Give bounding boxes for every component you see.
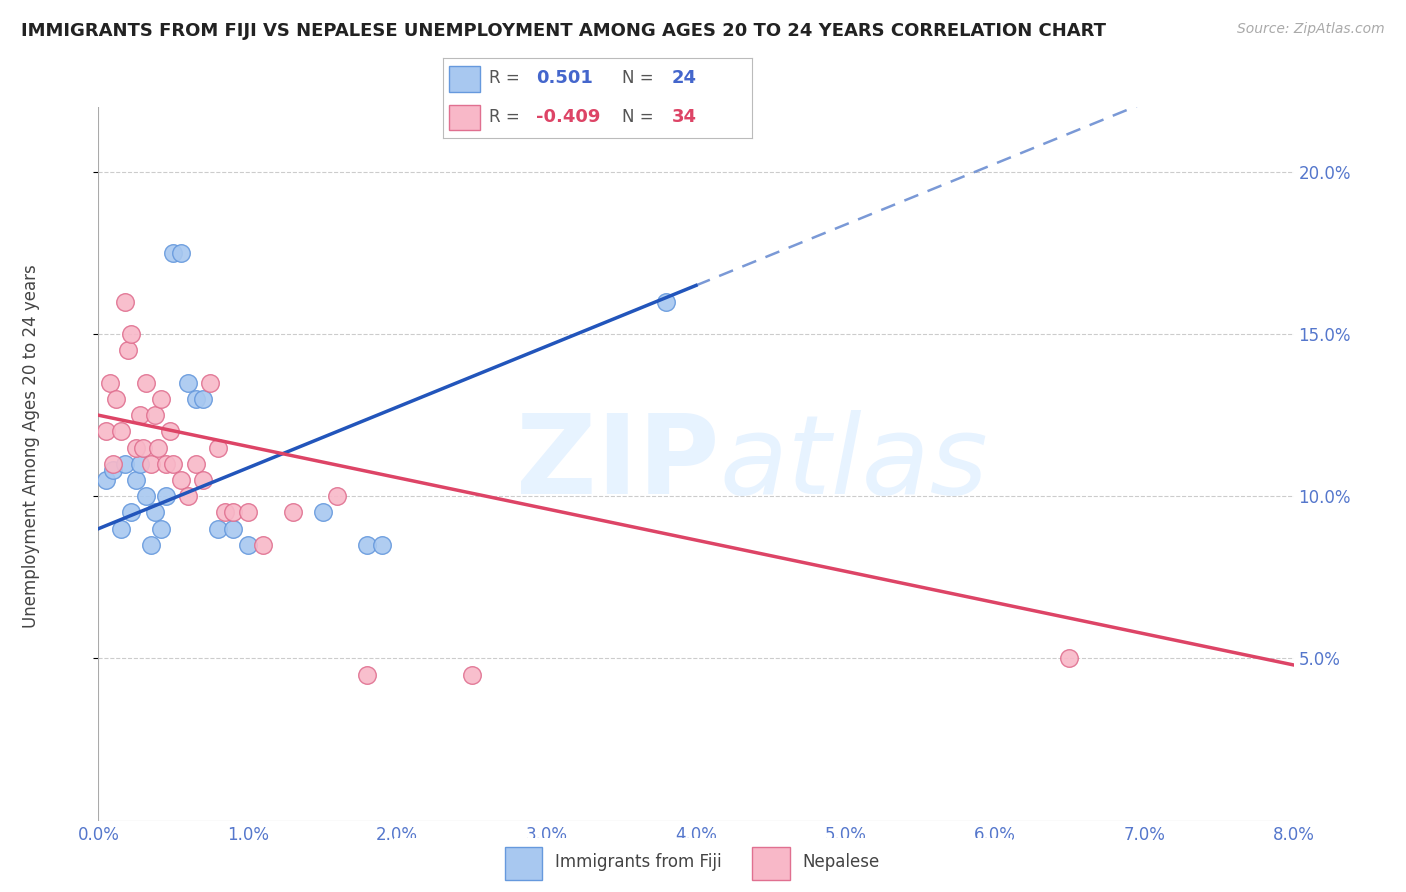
Text: ZIP: ZIP — [516, 410, 720, 517]
Point — [461, 667, 484, 681]
Point — [110, 522, 132, 536]
Point — [94, 425, 117, 439]
Point — [150, 392, 173, 406]
Point — [184, 457, 207, 471]
Text: Unemployment Among Ages 20 to 24 years: Unemployment Among Ages 20 to 24 years — [22, 264, 39, 628]
Text: N =: N = — [623, 108, 654, 126]
Point — [148, 441, 170, 455]
Point — [150, 522, 173, 536]
Point — [159, 425, 181, 439]
Point — [200, 376, 222, 390]
Text: 24: 24 — [672, 69, 697, 87]
Point — [139, 457, 162, 471]
Point — [177, 376, 200, 390]
Point — [110, 425, 132, 439]
Text: 34: 34 — [672, 108, 697, 126]
Point — [135, 376, 157, 390]
Point — [169, 246, 191, 260]
Point — [143, 506, 166, 520]
Bar — [449, 104, 479, 130]
Bar — [505, 847, 543, 880]
Bar — [449, 66, 479, 92]
Point — [162, 457, 184, 471]
Point — [120, 506, 142, 520]
Point — [155, 489, 177, 503]
Text: atlas: atlas — [720, 410, 988, 517]
Point — [214, 506, 236, 520]
Text: Source: ZipAtlas.com: Source: ZipAtlas.com — [1237, 22, 1385, 37]
Point — [94, 473, 117, 487]
Point — [103, 457, 125, 471]
Point — [356, 667, 378, 681]
Point — [105, 392, 128, 406]
Point — [125, 441, 148, 455]
Point — [191, 473, 214, 487]
Point — [114, 457, 136, 471]
Point — [135, 489, 157, 503]
Point — [114, 294, 136, 309]
Point — [129, 457, 152, 471]
Point — [184, 392, 207, 406]
Point — [143, 408, 166, 422]
Point — [311, 506, 333, 520]
Point — [326, 489, 349, 503]
Point — [222, 506, 245, 520]
Bar — [752, 847, 790, 880]
Point — [129, 408, 152, 422]
Point — [655, 294, 678, 309]
Point — [207, 441, 229, 455]
Text: N =: N = — [623, 69, 654, 87]
Point — [162, 246, 184, 260]
Text: R =: R = — [489, 108, 520, 126]
Text: -0.409: -0.409 — [536, 108, 600, 126]
Point — [281, 506, 304, 520]
Point — [1059, 651, 1081, 665]
Point — [236, 538, 259, 552]
Text: Immigrants from Fiji: Immigrants from Fiji — [554, 853, 721, 871]
Point — [132, 441, 155, 455]
Point — [236, 506, 259, 520]
Point — [117, 343, 139, 358]
Point — [252, 538, 274, 552]
Point — [125, 473, 148, 487]
Text: Nepalese: Nepalese — [801, 853, 879, 871]
Point — [207, 522, 229, 536]
Text: IMMIGRANTS FROM FIJI VS NEPALESE UNEMPLOYMENT AMONG AGES 20 TO 24 YEARS CORRELAT: IMMIGRANTS FROM FIJI VS NEPALESE UNEMPLO… — [21, 22, 1107, 40]
Text: R =: R = — [489, 69, 520, 87]
Text: 0.501: 0.501 — [536, 69, 592, 87]
Point — [120, 327, 142, 342]
Point — [98, 376, 122, 390]
Point — [103, 463, 125, 477]
Point — [191, 392, 214, 406]
Point — [356, 538, 378, 552]
Point — [139, 538, 162, 552]
Point — [169, 473, 191, 487]
Point — [177, 489, 200, 503]
Point — [155, 457, 177, 471]
Point — [371, 538, 394, 552]
Point — [222, 522, 245, 536]
